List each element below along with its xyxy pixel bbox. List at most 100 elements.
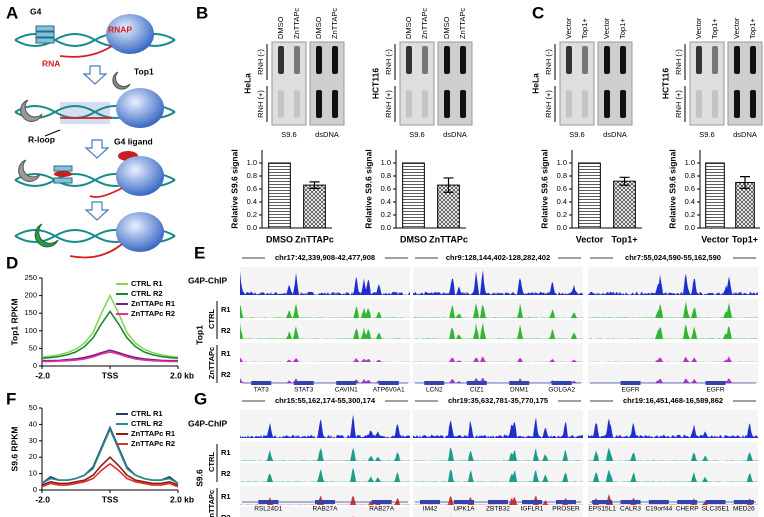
blot-band xyxy=(460,46,466,74)
label-bg xyxy=(438,252,558,264)
blot-image xyxy=(309,41,345,126)
y-axis-label: Relative S9.6 signal xyxy=(363,149,373,228)
column-label: Vector xyxy=(564,17,573,39)
bar xyxy=(705,162,725,229)
blot-band xyxy=(316,46,322,74)
coordinate-label: chr7:55,024,590-55,162,590 xyxy=(625,253,721,262)
panel-letter: E xyxy=(194,243,205,262)
error-bar xyxy=(619,176,630,186)
arrow xyxy=(84,201,110,221)
g4 xyxy=(35,37,55,44)
x-tick-label: Vector xyxy=(701,234,729,244)
coordinate-label: chr17:42,339,908-42,477,908 xyxy=(275,253,375,262)
column-label: Top1+ xyxy=(748,18,757,39)
y-tick-label: 0.8 xyxy=(381,171,391,180)
error-bar xyxy=(443,177,454,193)
group-label: CTRL xyxy=(207,452,216,472)
gene-label: UPK1A xyxy=(453,506,475,513)
blot-band xyxy=(332,46,338,74)
track-label: G4P-ChIP xyxy=(188,275,228,285)
replicate-label: R1 xyxy=(221,492,231,501)
row-label: RNH (-) xyxy=(384,49,393,75)
blot-band xyxy=(294,46,300,74)
track-bg xyxy=(413,463,583,482)
panel-letter: B xyxy=(196,3,208,22)
label: Top1 xyxy=(134,66,154,76)
x-tick-label: ZnTTAPc xyxy=(295,234,334,244)
signal-track xyxy=(588,274,758,295)
legend-label: ZnTTAPc R1 xyxy=(131,429,175,438)
blot-band xyxy=(620,46,626,74)
row-label: RNH (-) xyxy=(544,49,553,75)
blot-image xyxy=(437,41,473,126)
x-tick-label: DMSO xyxy=(266,234,293,244)
signal-track xyxy=(588,418,758,438)
bar xyxy=(303,184,326,229)
series-line xyxy=(41,310,179,360)
y-tick-label: 250 xyxy=(24,273,37,282)
signal-track xyxy=(413,447,583,461)
y-tick-label: 0 xyxy=(33,485,37,494)
error-bar xyxy=(309,181,320,189)
y-tick-label: 40 xyxy=(29,419,37,428)
gene-block xyxy=(620,381,641,385)
series-line xyxy=(41,462,179,488)
column-label: Vector xyxy=(694,17,703,39)
track-bg xyxy=(413,364,583,383)
track-bg xyxy=(413,343,583,362)
blot-band xyxy=(734,46,740,74)
row-label: RNH (-) xyxy=(256,49,265,75)
track-bg xyxy=(588,463,758,482)
antibody-label: Top1 xyxy=(194,325,204,345)
gene-label: ZBTB32 xyxy=(486,506,510,513)
label-bg xyxy=(265,395,385,407)
track-bg xyxy=(240,299,410,318)
column-label: Top1+ xyxy=(618,18,627,39)
blot-band xyxy=(278,90,284,118)
track-bg xyxy=(413,507,583,517)
gene-label: IGFLR1 xyxy=(521,506,544,513)
gene-block xyxy=(454,500,474,504)
gene-block xyxy=(315,500,335,504)
label-bg xyxy=(265,252,385,264)
blot-band xyxy=(294,90,300,118)
blot-image xyxy=(271,41,307,126)
cell-line-label: HCT116 xyxy=(660,68,670,99)
top1 xyxy=(18,159,41,182)
signal-track xyxy=(413,417,583,438)
gene-label: ATP6V0A1 xyxy=(373,387,405,394)
gene-block xyxy=(551,381,572,385)
blot-band xyxy=(604,46,610,74)
legend-label: ZnTTAPc R1 xyxy=(131,299,175,308)
bar xyxy=(735,182,755,229)
track-bg xyxy=(588,343,758,362)
y-tick-label: 1.0 xyxy=(381,158,391,167)
blot-image xyxy=(727,41,763,126)
panel-letter: C xyxy=(532,3,544,22)
blot-band xyxy=(604,90,610,118)
rnap xyxy=(116,88,164,128)
blot-band xyxy=(566,46,572,74)
rna xyxy=(89,187,123,198)
gene-block xyxy=(293,381,314,385)
label: G4 xyxy=(30,6,42,16)
y-tick-label: 0.0 xyxy=(685,223,695,232)
blot-band xyxy=(422,90,428,118)
rnap xyxy=(116,212,164,252)
track-bg xyxy=(588,507,758,517)
track-label: G4P-ChIP xyxy=(188,418,228,428)
cell-line-label: HeLa xyxy=(242,73,252,94)
row-label: RNH (+) xyxy=(544,90,553,118)
track-bg xyxy=(240,463,410,482)
blot-band xyxy=(696,90,702,118)
replicate-label: R2 xyxy=(221,513,231,517)
rnap xyxy=(116,156,164,196)
y-axis-label: Relative S9.6 signal xyxy=(539,149,549,228)
signal-track xyxy=(240,414,410,438)
y-tick-label: 1.0 xyxy=(557,158,567,167)
blot-band xyxy=(582,90,588,118)
y-tick-label: 0.6 xyxy=(381,184,391,193)
y-tick-label: 0.2 xyxy=(685,210,695,219)
y-axis-label: Top1 RPKM xyxy=(9,298,19,345)
gene-label: IM42 xyxy=(423,506,438,513)
